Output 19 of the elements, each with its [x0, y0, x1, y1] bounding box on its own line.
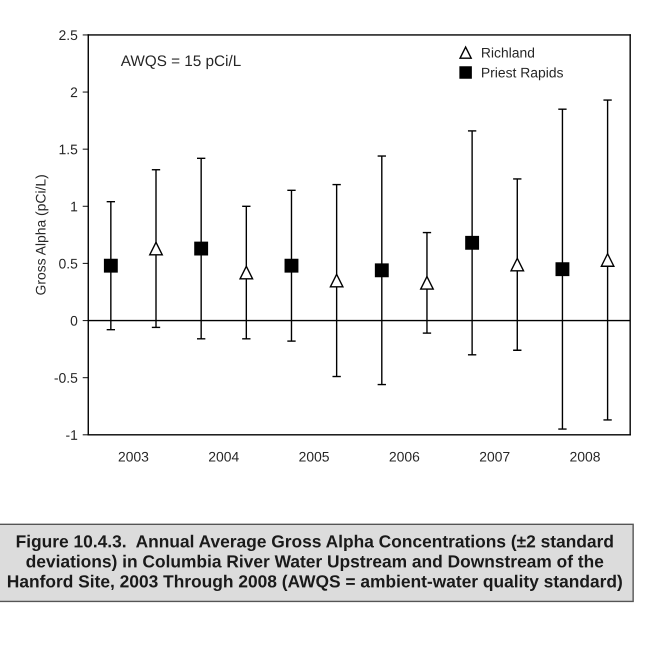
y-tick-label: -1	[66, 430, 78, 440]
y-tick-label: 0.5	[59, 258, 78, 269]
x-tick-label: 2003	[118, 452, 148, 462]
legend-label: Priest Rapids	[482, 67, 563, 80]
caption: Figure 10.4.3. Annual Average Gross Alpha Concentrations (±2 standard deviations) in Columbia River Water Upstream and Downstream of the Hanford Site, 2003 Through 2008 (AWQS = ambient-water quality standard)	[8, 534, 622, 592]
y-axis-title: Gross Alpha (pCi/L)	[35, 175, 48, 295]
y-tick-label: 1	[71, 202, 78, 212]
y-tick-label: 1.5	[60, 144, 78, 154]
y-tick-label: 2.5	[59, 30, 78, 40]
y-tick-label: 2	[70, 87, 78, 98]
annotation: AWQS = 15 pCi/L	[120, 54, 241, 70]
x-tick-label: 2004	[208, 452, 239, 462]
x-tick-label: 2006	[390, 452, 420, 462]
legend-label: Richland	[482, 47, 534, 58]
x-tick-label: 2005	[299, 452, 329, 462]
x-tick-label: 2008	[570, 452, 600, 462]
y-tick-label: 0	[70, 316, 78, 326]
y-tick-label: -0.5	[54, 372, 78, 383]
x-tick-label: 2007	[480, 452, 510, 462]
